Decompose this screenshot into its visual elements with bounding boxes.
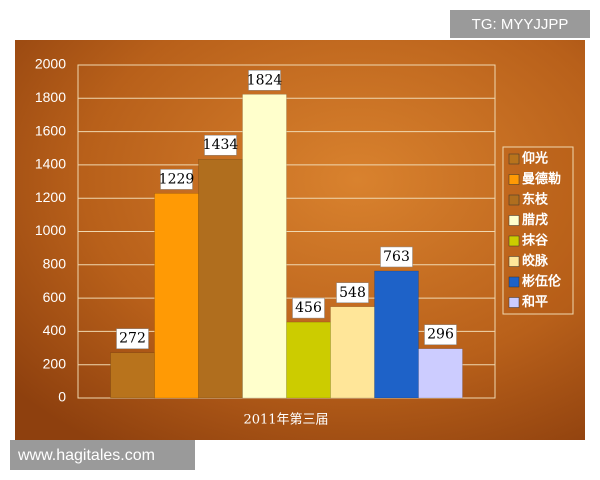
bar — [374, 270, 419, 399]
value-label-box — [160, 169, 193, 190]
value-label: 1824 — [247, 72, 283, 88]
value-label: 1434 — [203, 137, 239, 153]
legend-label: 仰光 — [522, 150, 548, 165]
watermark: www.hagitales.com — [17, 447, 155, 464]
watermark-box — [450, 10, 590, 38]
bar — [330, 306, 375, 399]
legend-label: 腊戌 — [522, 212, 548, 227]
y-tick-label: 1400 — [35, 156, 66, 172]
y-tick-label: 0 — [58, 389, 66, 405]
bar — [242, 94, 287, 399]
value-label-box — [380, 246, 413, 268]
value-label-box — [204, 134, 237, 156]
legend-swatch — [508, 215, 520, 226]
y-tick-label: 1200 — [35, 189, 66, 205]
bar — [154, 193, 199, 399]
value-label: 272 — [119, 331, 146, 347]
legend-label: 抹谷 — [522, 232, 549, 247]
legend-swatch — [508, 153, 520, 165]
y-tick-label: 2000 — [35, 56, 66, 72]
legend-swatch — [508, 235, 520, 247]
legend-swatch — [508, 194, 520, 206]
bar — [418, 348, 463, 399]
y-tick-label: 1600 — [35, 122, 66, 138]
value-label: 456 — [295, 300, 322, 316]
bar — [286, 321, 331, 399]
y-tick-label: 1800 — [35, 89, 66, 105]
watermark: TG: MYYJJPP — [472, 16, 569, 33]
value-label: 763 — [383, 249, 410, 265]
legend-label: 皎脉 — [522, 253, 549, 268]
legend-label: 东枝 — [522, 191, 549, 206]
y-tick-label: 200 — [43, 355, 67, 371]
y-tick-label: 1000 — [35, 222, 66, 238]
value-label-box — [336, 282, 369, 304]
legend-label: 曼德勒 — [522, 171, 561, 186]
legend-swatch — [508, 297, 520, 308]
value-label-box — [424, 324, 457, 345]
value-label: 548 — [339, 285, 366, 301]
bar — [198, 158, 243, 399]
value-label-box — [116, 328, 149, 349]
legend-swatch — [508, 174, 520, 185]
y-tick-label: 600 — [43, 289, 67, 305]
bar — [110, 352, 155, 399]
y-tick-label: 400 — [43, 322, 67, 338]
y-tick-label: 800 — [43, 256, 67, 272]
value-label: 296 — [427, 327, 454, 343]
x-axis-label: 2011年第三届 — [243, 413, 328, 428]
value-label-box — [248, 70, 281, 91]
value-label: 1229 — [159, 171, 195, 187]
legend-swatch — [508, 256, 520, 267]
legend-swatch — [508, 276, 520, 288]
legend-label: 彬伍伦 — [522, 273, 562, 288]
watermark-box — [10, 440, 195, 470]
legend-label: 和平 — [522, 294, 548, 309]
value-label-box — [292, 297, 325, 319]
